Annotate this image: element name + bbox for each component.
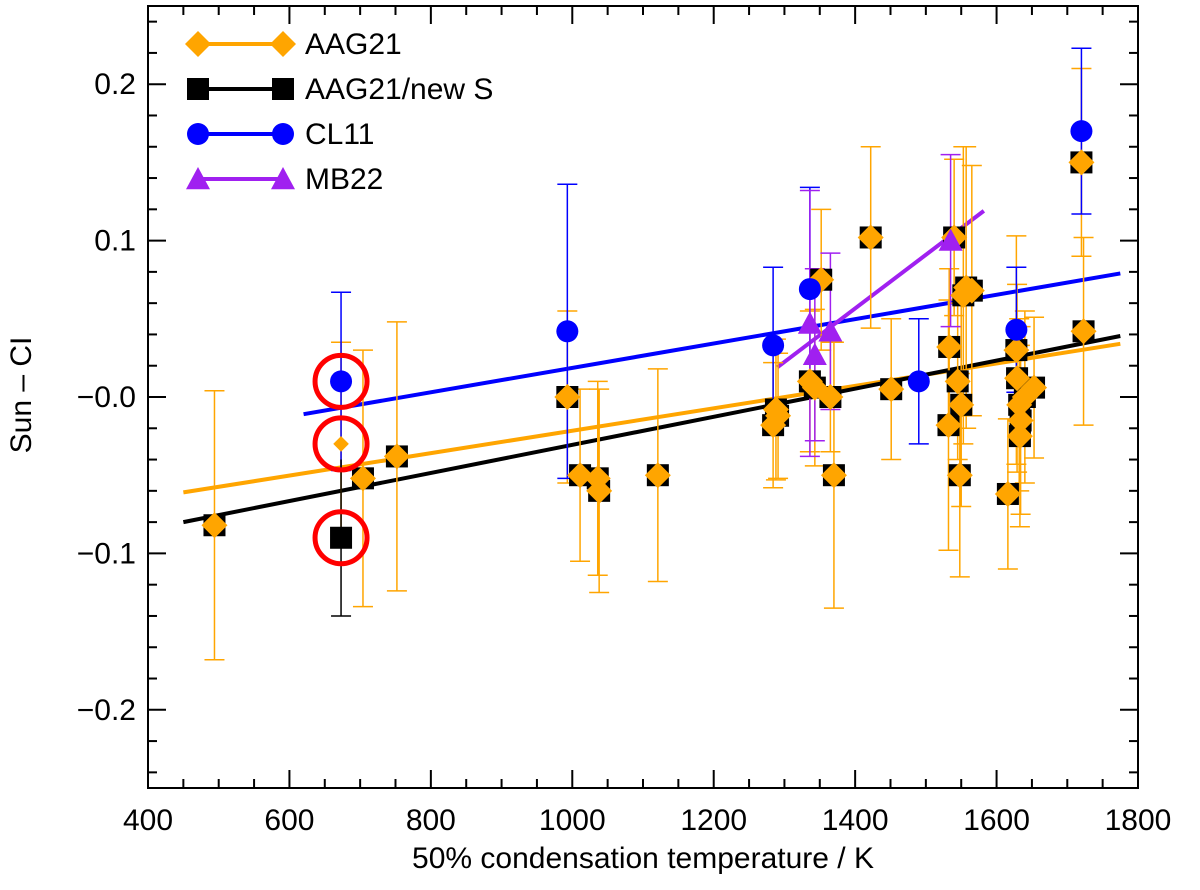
point-cl11 bbox=[907, 370, 930, 393]
point-aag21 bbox=[944, 368, 971, 395]
point-aag21 bbox=[765, 402, 792, 429]
highlight-circle bbox=[312, 509, 370, 567]
point-aag21 bbox=[201, 512, 228, 539]
fit-line-cl11 bbox=[303, 271, 1121, 417]
x-tick-label: 1000 bbox=[539, 804, 606, 837]
point-aag21 bbox=[1070, 318, 1097, 345]
point-aag21 bbox=[1004, 365, 1031, 392]
point-cl11 bbox=[330, 370, 353, 393]
point-aag21 bbox=[1006, 423, 1033, 450]
data-points bbox=[201, 120, 1097, 549]
plot-frame bbox=[147, 5, 1139, 789]
legend: AAG21 AAG21/new S CL11 MB22 bbox=[185, 28, 493, 196]
point-aag21 bbox=[958, 277, 985, 304]
point-aag21 bbox=[567, 462, 594, 489]
axes: 400 600 800 1000 1200 1400 1600 1800 −0.2 −0.1 −0.… bbox=[77, 5, 1172, 837]
fit-line-aag21-new-s bbox=[182, 334, 1121, 525]
point-aag21 bbox=[1068, 149, 1095, 176]
point-aag21 bbox=[1007, 407, 1034, 434]
legend-marker-cl11 bbox=[187, 123, 209, 145]
point-aag21 bbox=[1021, 374, 1048, 401]
legend-label-aag21: AAG21 bbox=[305, 28, 402, 61]
point-cl11 bbox=[1070, 120, 1093, 143]
point-cl11 bbox=[762, 334, 785, 357]
point-aag21 bbox=[1003, 337, 1030, 364]
legend-marker-mb22 bbox=[271, 167, 295, 190]
highlight-circles bbox=[312, 352, 370, 567]
point-aag21 bbox=[948, 391, 975, 418]
point-aag21 bbox=[349, 465, 376, 492]
point-aag21 bbox=[857, 224, 884, 251]
point-cl11 bbox=[556, 320, 579, 343]
x-tick-label: 800 bbox=[406, 804, 456, 837]
y-axis-title: Sun – CI bbox=[5, 337, 38, 454]
y-tick-label: 0.1 bbox=[94, 225, 136, 258]
point-aag21 bbox=[333, 436, 349, 452]
x-tick-label: 400 bbox=[123, 804, 173, 837]
x-axis-title: 50% condensation temperature / K bbox=[412, 842, 874, 875]
y-tick-label: −0.0 bbox=[77, 381, 136, 414]
point-aag21 bbox=[383, 443, 410, 470]
y-tick-label: −0.1 bbox=[77, 537, 136, 570]
legend-label-cl11: CL11 bbox=[305, 118, 375, 151]
legend-marker-aag21-new-s bbox=[272, 78, 294, 100]
legend-marker-mb22 bbox=[186, 167, 210, 190]
x-tick-label: 1600 bbox=[963, 804, 1030, 837]
point-aag21 bbox=[644, 462, 671, 489]
x-tick-label: 1200 bbox=[680, 804, 747, 837]
legend-marker-cl11 bbox=[272, 123, 294, 145]
point-aag21 bbox=[817, 384, 844, 410]
legend-label-mb22: MB22 bbox=[305, 163, 383, 196]
point-mb22 bbox=[802, 342, 827, 365]
point-cl11 bbox=[1005, 318, 1028, 341]
legend-marker-aag21 bbox=[270, 31, 296, 57]
point-aag21-new-s bbox=[330, 526, 353, 549]
legend-marker-aag21-new-s bbox=[187, 78, 209, 100]
x-tick-label: 1800 bbox=[1105, 804, 1172, 837]
point-mb22 bbox=[797, 311, 822, 334]
highlight-circle bbox=[312, 352, 370, 410]
x-tick-label: 1400 bbox=[822, 804, 889, 837]
point-aag21 bbox=[946, 462, 973, 489]
point-aag21 bbox=[936, 333, 963, 360]
y-tick-label: −0.2 bbox=[77, 694, 136, 727]
point-aag21 bbox=[820, 462, 847, 489]
point-aag21 bbox=[554, 384, 581, 410]
point-cl11 bbox=[798, 278, 821, 301]
x-tick-label: 600 bbox=[264, 804, 314, 837]
point-mb22 bbox=[818, 319, 843, 342]
legend-label-aag21-new-s: AAG21/new S bbox=[305, 73, 493, 106]
y-tick-label: 0.2 bbox=[94, 68, 136, 101]
highlight-circle bbox=[312, 415, 370, 473]
point-mb22 bbox=[938, 228, 963, 251]
point-aag21 bbox=[586, 477, 613, 504]
point-aag21 bbox=[994, 480, 1021, 507]
legend-marker-aag21 bbox=[185, 31, 211, 57]
point-aag21 bbox=[878, 376, 905, 403]
point-aag21 bbox=[935, 412, 962, 439]
